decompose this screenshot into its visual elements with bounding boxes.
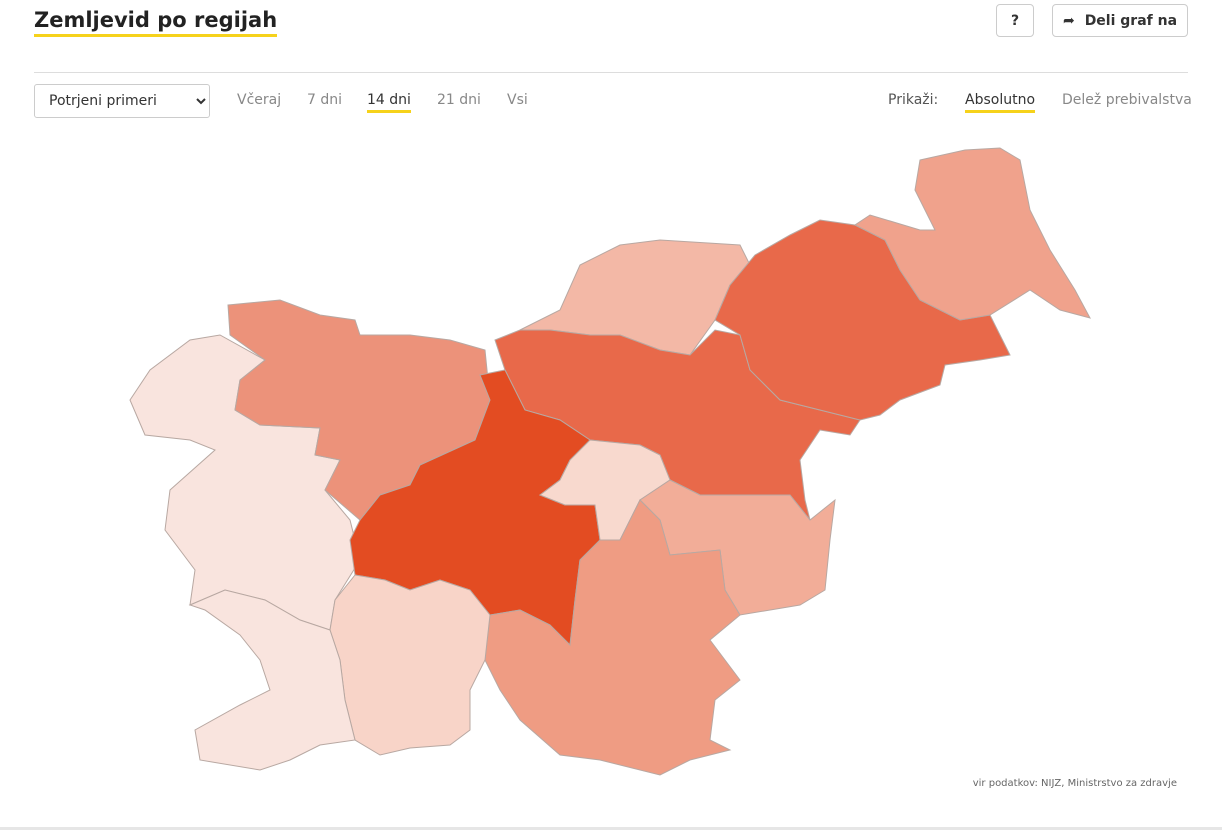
period-tab[interactable]: 14 dni [367, 90, 411, 113]
help-button[interactable]: ? [996, 4, 1034, 37]
share-button[interactable]: ➦ Deli graf na [1052, 4, 1188, 37]
period-tab[interactable]: 21 dni [437, 92, 481, 108]
title: Zemljevid po regijah [34, 6, 278, 37]
share-label: Deli graf na [1084, 12, 1178, 29]
share-icon: ➦ [1062, 12, 1075, 29]
region[interactable] [854, 147, 1091, 321]
region[interactable] [484, 499, 741, 776]
mode-tab[interactable]: Absolutno [965, 90, 1036, 113]
show-label: Prikaži: [888, 92, 939, 108]
period-tab[interactable]: 7 dni [307, 92, 343, 108]
period-tab[interactable]: Vsi [507, 92, 528, 108]
region[interactable] [329, 574, 491, 756]
region[interactable] [188, 589, 356, 771]
mode-tab[interactable]: Delež prebivalstva [1062, 92, 1192, 108]
divider [34, 72, 1188, 73]
period-tab[interactable]: Včeraj [237, 92, 282, 108]
metric-select[interactable]: Potrjeni primeri [34, 84, 210, 118]
source-note: vir podatkov: NIJZ, Ministrstvo za zdrav… [972, 778, 1177, 789]
